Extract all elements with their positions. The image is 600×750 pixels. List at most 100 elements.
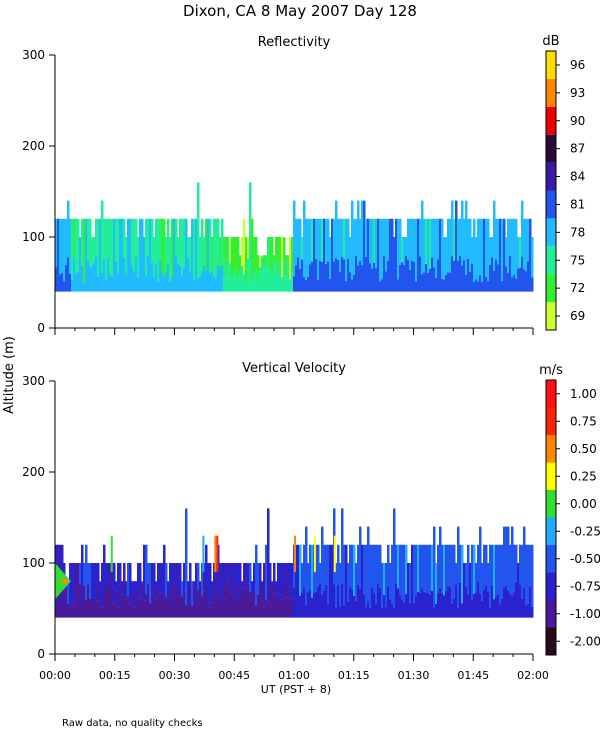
echo-cell [343, 605, 346, 618]
echo-cell [525, 605, 528, 618]
echo-cell [221, 563, 224, 601]
echo-cell [245, 281, 248, 292]
echo-cell [55, 267, 58, 292]
echo-cell [123, 257, 126, 292]
echo-cell [373, 218, 376, 263]
echo-cell [81, 544, 84, 603]
echo-cell [359, 260, 362, 292]
echo-cell [203, 591, 206, 618]
echo-cell [471, 599, 474, 618]
echo-cell [509, 255, 512, 292]
echo-cell [153, 237, 156, 278]
echo-cell [503, 526, 506, 588]
echo-cell [127, 276, 130, 292]
echo-cell [303, 277, 306, 292]
echo-cell [85, 280, 88, 292]
echo-cell [437, 592, 440, 618]
echo-cell [381, 607, 384, 618]
echo-cell [431, 544, 434, 591]
echo-cell [209, 602, 212, 618]
echo-cell [347, 218, 350, 259]
echo-cell [143, 237, 146, 282]
echo-cell [407, 563, 410, 594]
echo-cell [355, 218, 358, 256]
echo-cell [297, 602, 300, 618]
reflectivity-panel: Reflectivity 0 100 200 300 69 72 75 78 81 84 87 90 93… [22, 34, 585, 335]
echo-cell [335, 200, 338, 259]
echo-cell [77, 272, 80, 292]
echo-cell [403, 237, 406, 265]
echo-cell [225, 563, 228, 585]
echo-cell [479, 593, 482, 618]
echo-cell [163, 601, 166, 618]
echo-cell [265, 255, 268, 263]
echo-cell [331, 599, 334, 618]
x-tick-label: 01:30 [398, 669, 430, 682]
echo-cell [471, 263, 474, 292]
echo-cell [283, 582, 286, 618]
echo-cell [367, 601, 370, 618]
echo-cell [493, 599, 496, 618]
echo-cell [213, 218, 216, 277]
echo-cell [513, 592, 516, 618]
echo-cell [65, 264, 68, 292]
echo-cell [159, 563, 162, 594]
colorbar-frame [545, 379, 557, 656]
echo-cell [459, 255, 462, 292]
echo-cell [89, 563, 92, 599]
echo-cell [171, 607, 174, 618]
colorbar-swatch [546, 190, 556, 219]
y-tick-label: 0 [37, 321, 45, 335]
echo-cell [183, 218, 186, 268]
echo-cell [319, 563, 322, 583]
echo-cell [421, 274, 424, 292]
echo-cell [99, 218, 102, 276]
echo-cell [365, 607, 368, 618]
colorbar-swatch [546, 134, 556, 163]
echo-cell [253, 563, 256, 592]
echo-cell [479, 526, 482, 594]
echo-cell [355, 255, 358, 292]
echo-cell [483, 266, 486, 292]
echo-cell [451, 200, 454, 257]
echo-cell [399, 594, 402, 618]
echo-cell [259, 563, 262, 585]
echo-cell [469, 603, 472, 618]
echo-cell [61, 218, 64, 273]
echo-cell [501, 280, 504, 292]
echo-cell [311, 544, 314, 598]
echo-cell [327, 261, 330, 292]
echo-cell [495, 218, 498, 260]
echo-cell [185, 604, 188, 618]
echo-cell [357, 265, 360, 292]
echo-cell [409, 269, 412, 292]
echo-cell [89, 218, 92, 267]
echo-cell [507, 526, 510, 591]
echo-cell [209, 273, 212, 292]
echo-cell [133, 581, 136, 608]
echo-cell [279, 603, 282, 618]
echo-cell [189, 584, 192, 618]
echo-cell [397, 218, 400, 280]
echo-cell [67, 257, 70, 292]
echo-cell [75, 218, 78, 274]
echo-cell [175, 218, 178, 257]
echo-cell [139, 218, 142, 258]
echo-cell [141, 218, 144, 265]
echo-cell [241, 595, 244, 618]
echo-cell [409, 602, 412, 618]
echo-cell [295, 265, 298, 292]
echo-cell [257, 255, 260, 280]
colorbar-swatch [546, 106, 556, 135]
echo-cell [325, 218, 328, 264]
echo-cell [489, 544, 492, 608]
colorbar-swatch [546, 78, 556, 107]
colorbar-tick-label: -0.25 [570, 524, 600, 538]
echo-cell [415, 544, 418, 597]
echo-cell [209, 563, 212, 603]
echo-cell [145, 275, 148, 292]
echo-cell [145, 544, 148, 594]
echo-cell [433, 526, 436, 608]
colorbar-tick-label: -0.50 [570, 552, 600, 566]
echo-cell [294, 535, 296, 573]
